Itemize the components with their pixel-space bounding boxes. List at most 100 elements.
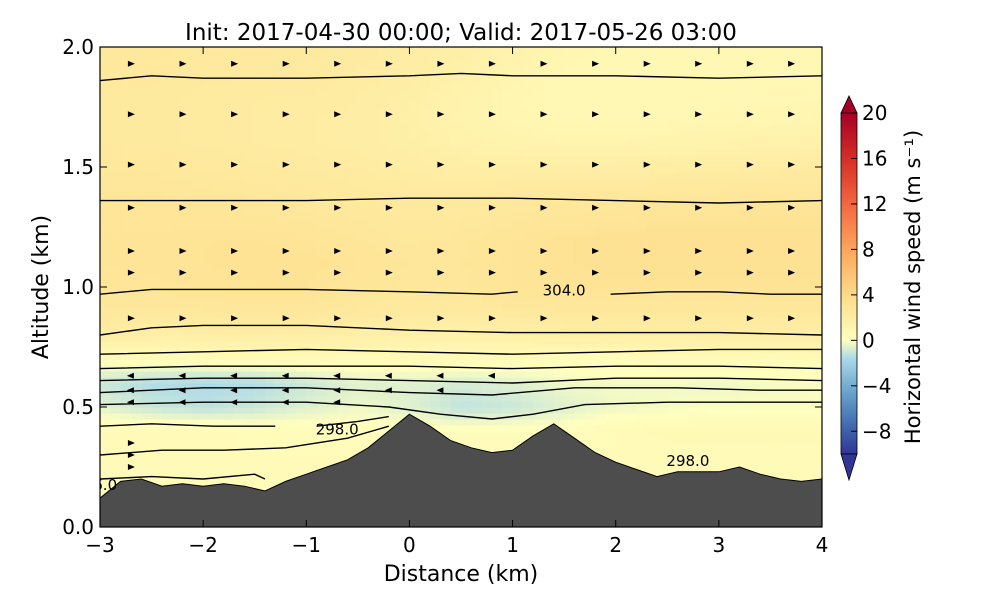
heatmap-cell bbox=[471, 293, 483, 300]
heatmap-cell bbox=[223, 335, 235, 342]
heatmap-cell bbox=[677, 467, 689, 474]
heatmap-cell bbox=[244, 113, 256, 120]
heatmap-cell bbox=[718, 413, 730, 420]
heatmap-cell bbox=[254, 299, 266, 306]
heatmap-cell bbox=[760, 263, 772, 270]
heatmap-cell bbox=[461, 179, 472, 186]
heatmap-cell bbox=[316, 149, 328, 156]
heatmap-cell bbox=[388, 335, 400, 342]
heatmap-cell bbox=[718, 215, 730, 222]
heatmap-cell bbox=[708, 101, 720, 108]
heatmap-cell bbox=[368, 317, 380, 324]
heatmap-cell bbox=[656, 425, 668, 432]
heatmap-cell bbox=[780, 431, 792, 438]
heatmap-cell bbox=[450, 119, 462, 126]
heatmap-cell bbox=[368, 293, 380, 300]
heatmap-cell bbox=[450, 377, 462, 384]
heatmap-cell bbox=[739, 407, 751, 414]
heatmap-cell bbox=[698, 425, 710, 432]
heatmap-cell bbox=[378, 293, 390, 300]
heatmap-cell bbox=[357, 437, 369, 444]
heatmap-cell bbox=[739, 197, 751, 204]
heatmap-cell bbox=[388, 347, 400, 354]
heatmap-cell bbox=[399, 311, 411, 318]
heatmap-cell bbox=[306, 119, 318, 126]
heatmap-cell bbox=[223, 383, 235, 390]
heatmap-cell bbox=[182, 95, 194, 102]
heatmap-cell bbox=[636, 353, 648, 360]
heatmap-cell bbox=[770, 221, 782, 228]
heatmap-cell bbox=[564, 371, 576, 378]
heatmap-cell bbox=[234, 479, 245, 486]
heatmap-cell bbox=[471, 287, 483, 294]
heatmap-cell bbox=[553, 341, 565, 348]
heatmap-cell bbox=[203, 413, 215, 420]
heatmap-cell bbox=[120, 341, 132, 348]
heatmap-cell bbox=[543, 377, 555, 384]
heatmap-cell bbox=[120, 359, 132, 366]
heatmap-cell bbox=[151, 443, 163, 450]
heatmap-cell bbox=[357, 389, 369, 396]
heatmap-cell bbox=[708, 323, 720, 330]
heatmap-cell bbox=[440, 161, 452, 168]
heatmap-cell bbox=[388, 311, 400, 318]
heatmap-cell bbox=[182, 263, 194, 270]
heatmap-cell bbox=[450, 365, 462, 372]
heatmap-cell bbox=[316, 245, 328, 252]
heatmap-cell bbox=[801, 233, 813, 240]
heatmap-cell bbox=[718, 185, 730, 192]
heatmap-cell bbox=[481, 149, 493, 156]
heatmap-cell bbox=[533, 371, 545, 378]
heatmap-cell bbox=[574, 221, 586, 228]
heatmap-cell bbox=[440, 287, 452, 294]
heatmap-cell bbox=[605, 305, 617, 312]
heatmap-cell bbox=[811, 341, 822, 348]
heatmap-cell bbox=[306, 407, 318, 414]
heatmap-cell bbox=[718, 359, 730, 366]
heatmap-cell bbox=[626, 155, 637, 162]
heatmap-cell bbox=[512, 233, 524, 240]
heatmap-cell bbox=[533, 275, 545, 282]
heatmap-cell bbox=[543, 101, 555, 108]
heatmap-cell bbox=[450, 395, 462, 402]
heatmap-cell bbox=[316, 269, 328, 276]
heatmap-cell bbox=[636, 149, 648, 156]
heatmap-cell bbox=[378, 179, 390, 186]
heatmap-cell bbox=[811, 389, 822, 396]
heatmap-cell bbox=[295, 257, 307, 264]
heatmap-cell bbox=[254, 401, 266, 408]
heatmap-cell bbox=[677, 101, 689, 108]
heatmap-cell bbox=[739, 275, 751, 282]
heatmap-cell bbox=[409, 335, 421, 342]
heatmap-cell bbox=[564, 167, 576, 174]
heatmap-cell bbox=[285, 323, 297, 330]
heatmap-cell bbox=[223, 95, 235, 102]
heatmap-cell bbox=[151, 305, 163, 312]
heatmap-cell bbox=[223, 317, 235, 324]
heatmap-cell bbox=[182, 431, 194, 438]
heatmap-cell bbox=[254, 437, 266, 444]
heatmap-cell bbox=[687, 125, 699, 132]
heatmap-cell bbox=[337, 275, 349, 282]
heatmap-cell bbox=[378, 185, 390, 192]
heatmap-cell bbox=[141, 137, 153, 144]
heatmap-cell bbox=[182, 407, 194, 414]
heatmap-cell bbox=[388, 275, 400, 282]
heatmap-cell bbox=[801, 359, 813, 366]
heatmap-cell bbox=[399, 341, 411, 348]
heatmap-cell bbox=[553, 305, 565, 312]
heatmap-cell bbox=[120, 107, 132, 114]
heatmap-cell bbox=[419, 107, 431, 114]
heatmap-cell bbox=[357, 245, 369, 252]
heatmap-cell bbox=[564, 149, 576, 156]
heatmap-cell bbox=[811, 335, 822, 342]
heatmap-cell bbox=[368, 203, 380, 210]
heatmap-cell bbox=[440, 173, 452, 180]
heatmap-cell bbox=[192, 443, 204, 450]
heatmap-cell bbox=[770, 407, 782, 414]
heatmap-cell bbox=[615, 347, 627, 354]
heatmap-cell bbox=[388, 227, 400, 234]
heatmap-cell bbox=[543, 119, 555, 126]
heatmap-cell bbox=[491, 203, 503, 210]
heatmap-cell bbox=[161, 425, 173, 432]
